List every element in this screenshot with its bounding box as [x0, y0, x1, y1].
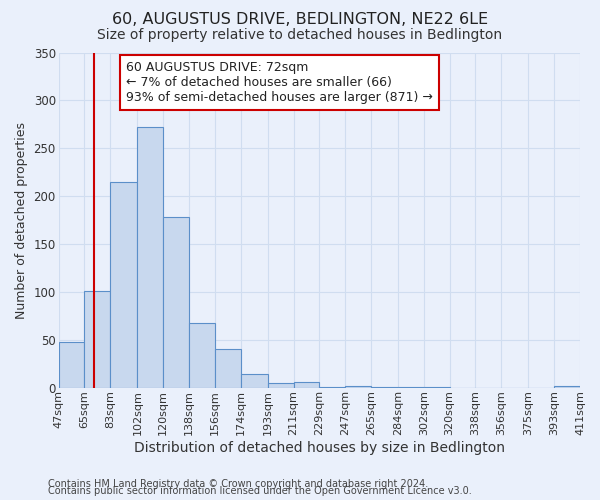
Bar [215, 350, 241, 388]
Bar [293, 382, 319, 388]
Bar [163, 217, 189, 388]
Bar [110, 182, 137, 388]
Bar [424, 386, 449, 388]
Y-axis label: Number of detached properties: Number of detached properties [15, 122, 28, 318]
Bar [319, 386, 345, 388]
Text: 60 AUGUSTUS DRIVE: 72sqm
← 7% of detached houses are smaller (66)
93% of semi-de: 60 AUGUSTUS DRIVE: 72sqm ← 7% of detache… [127, 61, 433, 104]
Bar [59, 342, 85, 388]
Bar [398, 386, 424, 388]
Bar [189, 324, 215, 388]
Bar [85, 291, 110, 388]
Text: Contains HM Land Registry data © Crown copyright and database right 2024.: Contains HM Land Registry data © Crown c… [48, 479, 428, 489]
Bar [371, 386, 398, 388]
Text: Contains public sector information licensed under the Open Government Licence v3: Contains public sector information licen… [48, 486, 472, 496]
Bar [554, 386, 580, 388]
Text: Size of property relative to detached houses in Bedlington: Size of property relative to detached ho… [97, 28, 503, 42]
Text: 60, AUGUSTUS DRIVE, BEDLINGTON, NE22 6LE: 60, AUGUSTUS DRIVE, BEDLINGTON, NE22 6LE [112, 12, 488, 28]
Bar [241, 374, 268, 388]
X-axis label: Distribution of detached houses by size in Bedlington: Distribution of detached houses by size … [134, 441, 505, 455]
Bar [345, 386, 371, 388]
Bar [137, 127, 163, 388]
Bar [268, 383, 293, 388]
